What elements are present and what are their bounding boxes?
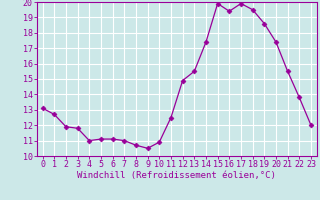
X-axis label: Windchill (Refroidissement éolien,°C): Windchill (Refroidissement éolien,°C) (77, 171, 276, 180)
